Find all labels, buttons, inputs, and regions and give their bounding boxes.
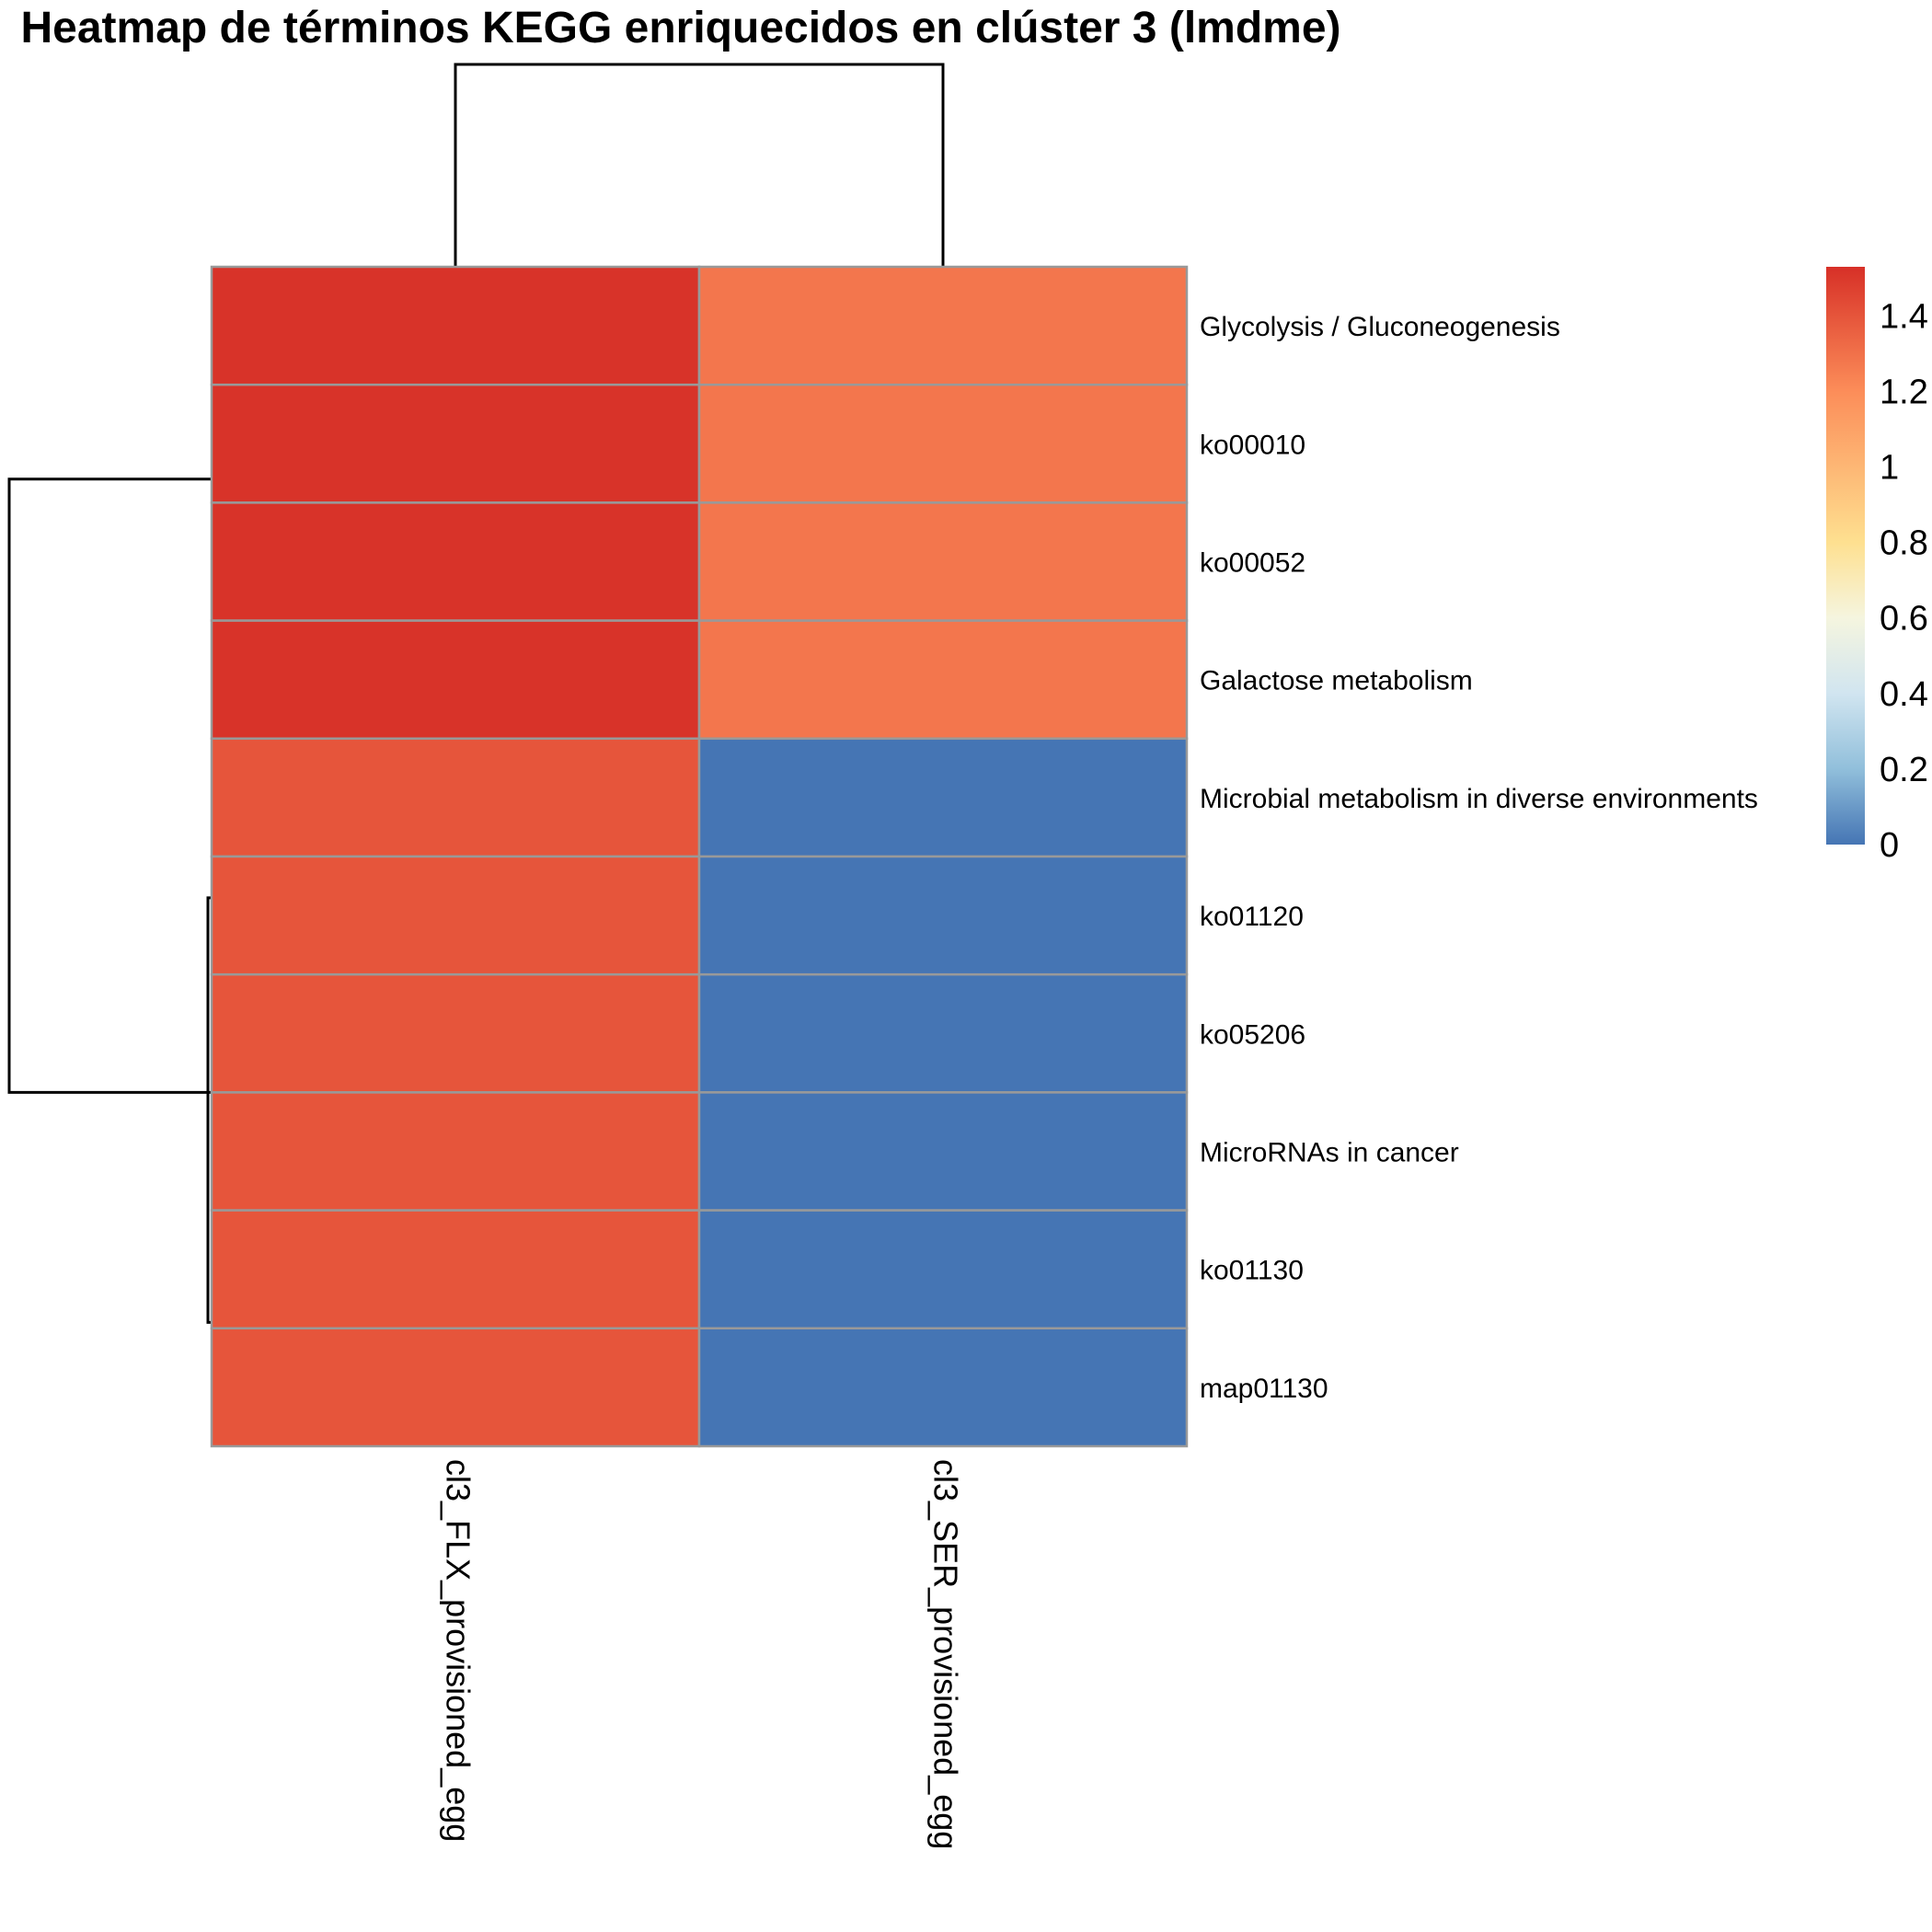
heatmap-cell <box>210 1209 701 1330</box>
heatmap-cell <box>210 1327 701 1448</box>
chart-title: Heatmap de términos KEGG enriquecidos en… <box>20 4 1340 52</box>
column-dendrogram-branch <box>454 63 945 267</box>
row-label: ko01130 <box>1200 1256 1304 1286</box>
heatmap-cells <box>210 265 1189 1448</box>
column-dendrogram <box>454 63 945 267</box>
row-dendrogram-branch <box>206 896 212 1324</box>
column-label: cl3_FLX_provisioned_egg <box>439 1459 477 1842</box>
row-label: map01130 <box>1200 1374 1328 1404</box>
heatmap-cell <box>210 737 701 858</box>
heatmap-cell <box>210 619 701 741</box>
column-label: cl3_SER_provisioned_egg <box>926 1459 964 1849</box>
row-label: ko00010 <box>1200 430 1305 460</box>
heatmap-cell <box>210 265 701 386</box>
heatmap-cell <box>697 619 1189 741</box>
heatmap-cell <box>697 1327 1189 1448</box>
heatmap-cell <box>210 1091 701 1212</box>
legend-tick-label: 0.6 <box>1880 600 1928 638</box>
legend-tick-label: 0.2 <box>1880 751 1928 789</box>
row-dendrogram-branch <box>7 477 212 1094</box>
legend-tick-label: 0 <box>1880 826 1899 865</box>
heatmap-cell <box>697 855 1189 976</box>
heatmap-cell <box>697 501 1189 622</box>
row-label: MicroRNAs in cancer <box>1200 1138 1459 1168</box>
row-label: Glycolysis / Gluconeogenesis <box>1200 312 1560 342</box>
legend-color-bar <box>1826 267 1865 845</box>
heatmap-cell <box>210 383 701 504</box>
heatmap-cell <box>210 855 701 976</box>
column-labels: cl3_FLX_provisioned_egg cl3_SER_provision… <box>439 1459 964 1849</box>
heatmap-cell <box>697 1209 1189 1330</box>
row-label: Galactose metabolism <box>1200 666 1473 696</box>
legend-tick-label: 0.4 <box>1880 675 1928 714</box>
legend-tick-label: 0.8 <box>1880 524 1928 563</box>
row-label: ko01120 <box>1200 902 1304 932</box>
legend-tick-label: 1.2 <box>1880 373 1928 411</box>
heatmap-cell <box>697 383 1189 504</box>
color-legend: 0 0.2 0.4 0.6 0.8 1 1.2 1.4 <box>1826 267 1928 865</box>
heatmap-cell <box>210 972 701 1094</box>
heatmap-cell <box>697 1091 1189 1212</box>
row-label: ko00052 <box>1200 548 1305 579</box>
heatmap-cell <box>210 501 701 622</box>
heatmap-cell <box>697 265 1189 386</box>
heatmap-cell <box>697 972 1189 1094</box>
row-dendrogram <box>7 477 212 1324</box>
row-label: ko05206 <box>1200 1019 1305 1050</box>
row-label: Microbial metabolism in diverse environm… <box>1200 784 1758 814</box>
legend-tick-label: 1 <box>1880 449 1899 488</box>
heatmap-cell <box>697 737 1189 858</box>
row-labels: Glycolysis / Gluconeogenesis ko00010 ko000… <box>1200 312 1758 1404</box>
legend-tick-label: 1.4 <box>1880 297 1928 336</box>
